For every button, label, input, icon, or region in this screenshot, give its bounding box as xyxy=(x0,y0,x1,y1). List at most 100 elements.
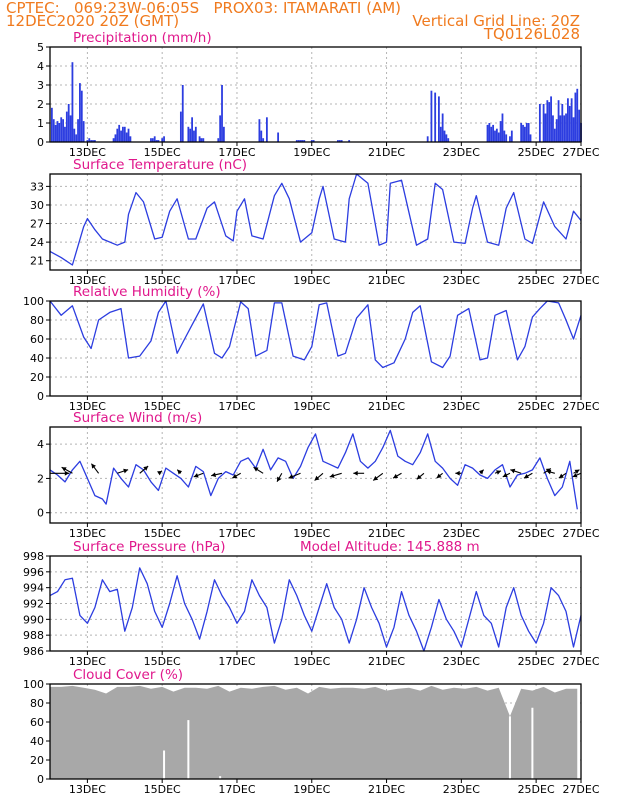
precip-bar xyxy=(116,128,119,142)
panel-5: 0 20 40 60 80 100 13DEC 15DEC 17DEC 19DEC 21DEC 23D… xyxy=(23,667,600,796)
precip-bar xyxy=(71,62,74,143)
precip-bar xyxy=(86,140,89,142)
wind-vector-head xyxy=(143,466,149,471)
precip-bar xyxy=(337,140,339,142)
precip-bar xyxy=(552,115,554,142)
x-tick-label: 25DEC xyxy=(518,783,555,796)
x-tick-label: 17DEC xyxy=(218,274,255,287)
x-tick-label: 13DEC xyxy=(69,783,106,796)
y-tick-label: 100 xyxy=(23,678,44,691)
precip-bar xyxy=(120,130,122,142)
wind-vector-head xyxy=(502,472,508,478)
y-tick-label: 40 xyxy=(30,352,44,365)
precip-bar xyxy=(524,126,526,142)
precip-bar xyxy=(301,140,304,142)
y-tick-label: 5 xyxy=(37,41,44,54)
x-tick-label: 19DEC xyxy=(293,274,330,287)
x-tick-label: 17DEC xyxy=(218,783,255,796)
x-tick-label: 15DEC xyxy=(144,783,181,796)
x-tick-label: 23DEC xyxy=(443,527,480,540)
precip-bar xyxy=(150,138,152,142)
x-tick-label: 21DEC xyxy=(368,783,405,796)
precip-bar xyxy=(567,98,569,142)
precip-bar xyxy=(509,136,511,142)
precip-bar xyxy=(221,85,223,142)
x-tick-label: 23DEC xyxy=(443,146,480,159)
precip-bar xyxy=(527,123,530,142)
panel-annotation: Model Altitude: 145.888 m xyxy=(300,539,480,555)
precip-bar xyxy=(486,124,489,142)
panel-3: 0 2 4 13DEC 15DEC 17DEC 19DEC 21DEC 23DEC 25DEC 27… xyxy=(37,410,600,540)
y-tick-label: 0 xyxy=(37,773,44,786)
precip-bar xyxy=(187,126,190,142)
precip-bar xyxy=(112,138,115,142)
precip-bar xyxy=(488,123,491,142)
precip-bar xyxy=(544,113,547,142)
x-tick-label: 27DEC xyxy=(562,655,599,668)
wind-vector-head xyxy=(61,467,67,472)
x-tick-label: 19DEC xyxy=(293,783,330,796)
x-tick-label: 23DEC xyxy=(443,783,480,796)
precip-bar xyxy=(312,140,315,142)
x-tick-label: 17DEC xyxy=(218,655,255,668)
x-tick-label: 23DEC xyxy=(443,655,480,668)
x-tick-label: 25DEC xyxy=(518,146,555,159)
y-tick-label: 30 xyxy=(30,199,44,212)
precip-bar xyxy=(447,138,450,142)
y-tick-label: 3 xyxy=(37,79,44,92)
x-tick-label: 21DEC xyxy=(368,400,405,413)
precip-bar xyxy=(118,124,121,142)
x-tick-label: 27DEC xyxy=(562,400,599,413)
series-line xyxy=(49,429,578,510)
y-tick-label: 4 xyxy=(37,438,44,451)
precip-bar xyxy=(161,138,164,142)
precip-bar xyxy=(79,83,81,142)
precip-bar xyxy=(151,138,154,142)
x-tick-label: 15DEC xyxy=(144,146,181,159)
wind-vector-head xyxy=(288,474,294,479)
wind-vector-head xyxy=(353,470,358,476)
precip-bar xyxy=(52,119,55,142)
series-line xyxy=(49,567,582,652)
precip-bar xyxy=(62,119,64,142)
precip-bar xyxy=(67,104,70,142)
precip-bar xyxy=(75,134,78,142)
precip-bar xyxy=(90,140,93,142)
precip-bar xyxy=(542,104,545,142)
precip-bar xyxy=(194,126,197,142)
y-tick-label: 60 xyxy=(30,716,44,729)
wind-vector-head xyxy=(91,463,96,469)
y-tick-label: 994 xyxy=(23,582,44,595)
y-tick-label: 0 xyxy=(37,507,44,520)
precip-bar xyxy=(222,126,225,142)
precip-bar xyxy=(200,138,203,142)
x-tick-label: 21DEC xyxy=(368,146,405,159)
wind-vector-head xyxy=(277,476,282,482)
precip-bar xyxy=(434,92,437,142)
precip-bar xyxy=(525,123,528,142)
precip-bar xyxy=(56,121,59,142)
precip-bar xyxy=(260,130,263,142)
wind-vector-head xyxy=(253,467,259,472)
header-model-id: TQ0126L028 xyxy=(483,25,580,43)
y-tick-label: 100 xyxy=(23,295,44,308)
precip-bar xyxy=(50,107,53,142)
x-tick-label: 15DEC xyxy=(144,274,181,287)
precip-bar xyxy=(123,126,126,142)
y-tick-label: 21 xyxy=(30,255,44,268)
precip-bar xyxy=(522,124,524,142)
precip-bar xyxy=(295,140,298,142)
panel-title: Cloud Cover (%) xyxy=(73,667,183,683)
cloud-cover-gap xyxy=(508,716,511,779)
precip-bar xyxy=(439,126,442,142)
y-tick-label: 80 xyxy=(30,314,44,327)
x-tick-label: 13DEC xyxy=(69,146,106,159)
x-tick-label: 15DEC xyxy=(144,400,181,413)
wind-vector-head xyxy=(329,473,335,478)
y-tick-label: 992 xyxy=(23,598,44,611)
x-tick-label: 25DEC xyxy=(518,274,555,287)
precip-bar xyxy=(65,111,68,142)
precip-bar xyxy=(445,134,448,142)
x-tick-label: 15DEC xyxy=(144,527,181,540)
precip-bar xyxy=(563,115,566,142)
